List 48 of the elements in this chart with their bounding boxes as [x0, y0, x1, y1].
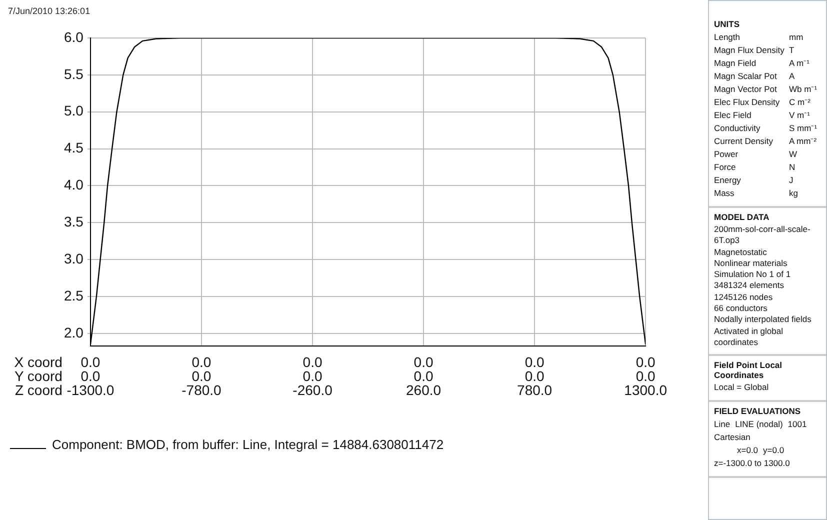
text: 200mm-sol-corr-all-scale-6T.op3: [714, 224, 812, 247]
text: Conductivity S mm⁻¹: [714, 123, 818, 133]
text: 3481324 elements: [714, 280, 785, 292]
text: x=0.0 y=0.0 z=-1300.0 to 1300.0: [714, 444, 790, 470]
text: Field Point Local Coordinates: [714, 360, 784, 380]
x-tick-label: 260.0: [406, 382, 442, 398]
y-tick-label: 5.5: [64, 66, 84, 82]
text: Mass kg: [714, 188, 798, 198]
text: 66 conductors: [714, 303, 768, 314]
y-tick-label: 3.5: [64, 214, 84, 230]
text: 7/Jun/2010 13:26:01: [8, 6, 90, 16]
text: Energy J: [714, 175, 794, 185]
y-tick-label: 2.0: [64, 324, 84, 340]
legend-label: Component: BMOD, from buffer: Line, Integral = 14884.6308011472: [52, 437, 444, 452]
y-tick-label: 4.0: [64, 176, 84, 193]
text: MODEL DATA: [714, 212, 770, 222]
text: Magnetostatic: [714, 246, 768, 258]
x-tick-label: 1300.0: [624, 382, 668, 398]
x-axis-title: Z coord: [14, 382, 62, 398]
text: Power W: [714, 149, 798, 159]
text: Activated in global coordinates: [714, 326, 784, 348]
text: Magn Flux Density T: [714, 44, 794, 57]
text: Elec Flux Density C m⁻²: [714, 96, 810, 109]
text: 1245126 nodes: [714, 292, 774, 304]
x-tick-label: -1300.0: [66, 382, 114, 398]
x-tick-label: 780.0: [517, 382, 552, 398]
text: Magn Field A m⁻¹: [714, 58, 810, 68]
text: Local = Global: [714, 382, 770, 394]
text: Force N: [714, 162, 796, 172]
text: Length mm: [714, 32, 804, 42]
y-tick-label: 4.5: [64, 140, 84, 156]
text: X coord 0.0 0.0 0.0 0.0 0.0 0.0: [14, 354, 656, 370]
text: Magn Scalar Pot A: [714, 71, 795, 81]
text: Nodally interpolated fields: [714, 314, 812, 326]
x-tick-label: -260.0: [292, 382, 333, 398]
text: Elec Field V m⁻¹: [714, 110, 810, 120]
text: FIELD EVALUATIONS: [714, 406, 802, 416]
text: Current Density A mm⁻²: [714, 136, 817, 146]
y-tick-label: 5.0: [64, 102, 84, 119]
text: Y coord 0.0 0.0 0.0 0.0 0.0 0.0: [14, 368, 656, 384]
y-tick-label: 2.5: [64, 287, 84, 304]
x-tick-label: -780.0: [182, 382, 222, 398]
text: Simulation No 1 of 1: [714, 269, 792, 280]
y-tick-label: 6.0: [64, 28, 84, 45]
y-tick-label: 3.0: [64, 250, 84, 266]
text: Magn Vector Pot Wb m⁻¹: [714, 84, 818, 94]
text: Nonlinear materials: [714, 258, 788, 270]
text: UNITS: [714, 19, 740, 29]
